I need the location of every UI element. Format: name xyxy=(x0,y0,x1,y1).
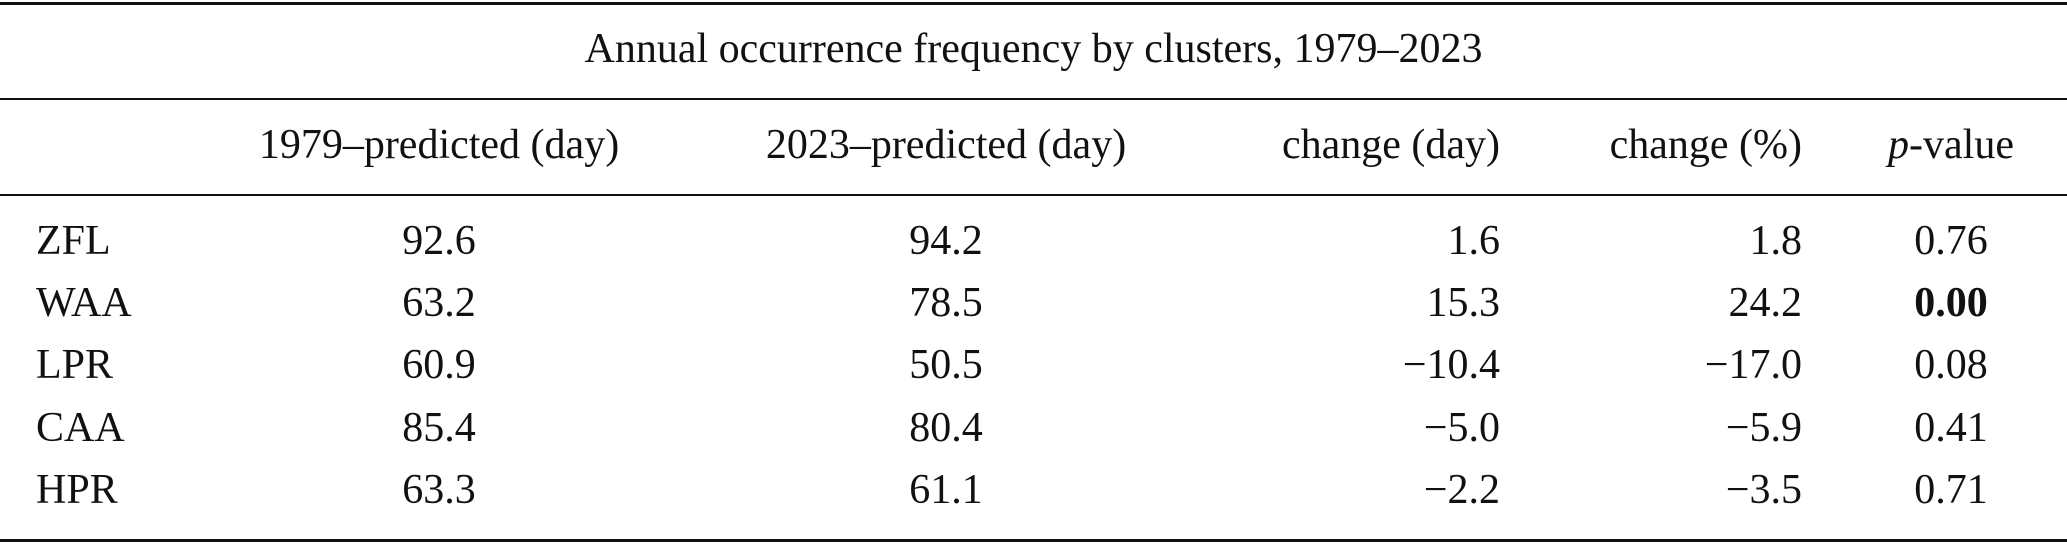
table-cell: 15.3 xyxy=(1426,280,1501,326)
table-cell: −5.0 xyxy=(1423,405,1500,451)
column-header: change (day) xyxy=(1281,122,1500,168)
column-header: 1979–predicted (day) xyxy=(258,122,620,168)
table-cell: 85.4 xyxy=(402,405,476,451)
column-header: p-value xyxy=(1888,122,2014,168)
row-label: CAA xyxy=(36,405,125,451)
row-label: ZFL xyxy=(36,218,111,264)
table-cell: −2.2 xyxy=(1423,467,1500,513)
table-cell: 0.41 xyxy=(1914,405,1988,451)
table-cell: 50.5 xyxy=(909,342,983,388)
table-cell: 0.71 xyxy=(1914,467,1988,513)
table-cell: 78.5 xyxy=(909,280,983,326)
table-cell: 0.08 xyxy=(1914,342,1988,388)
column-header: 2023–predicted (day) xyxy=(765,122,1127,168)
table-cell: 60.9 xyxy=(402,342,476,388)
table-cell: −5.9 xyxy=(1725,405,1802,451)
table-cell: −3.5 xyxy=(1725,467,1802,513)
table-title: Annual occurrence frequency by clusters,… xyxy=(584,26,1483,72)
table-cell: 0.76 xyxy=(1914,218,1988,264)
table-cell: 92.6 xyxy=(402,218,476,264)
table-cell: 63.2 xyxy=(402,280,476,326)
table-cell: 80.4 xyxy=(909,405,983,451)
table-cell: 1.8 xyxy=(1749,218,1803,264)
table-cell: 63.3 xyxy=(402,467,476,513)
mid-rule xyxy=(0,194,2067,196)
row-label: WAA xyxy=(36,280,132,326)
table-cell: 1.6 xyxy=(1447,218,1501,264)
table-cell: 24.2 xyxy=(1728,280,1803,326)
row-label: LPR xyxy=(36,342,114,388)
table-cell: −10.4 xyxy=(1402,342,1500,388)
bottom-rule xyxy=(0,539,2067,542)
row-label: HPR xyxy=(36,467,118,513)
table-cell: 0.00 xyxy=(1914,280,1988,326)
column-header: change (%) xyxy=(1609,122,1802,168)
mid-rule xyxy=(0,98,2067,100)
table-cell: 61.1 xyxy=(909,467,983,513)
top-rule xyxy=(0,2,2067,5)
table-cell: −17.0 xyxy=(1704,342,1802,388)
table-cell: 94.2 xyxy=(909,218,983,264)
